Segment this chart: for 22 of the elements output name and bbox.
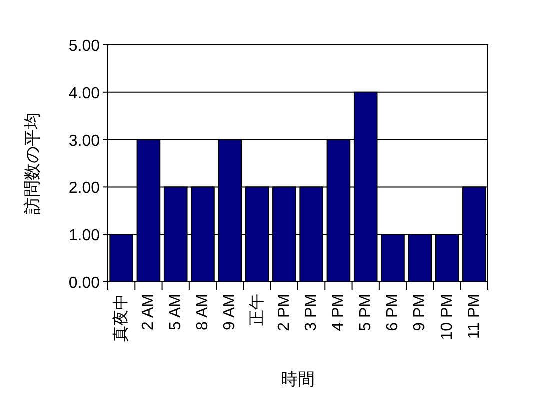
y-tick-label: 1.00 bbox=[68, 228, 100, 245]
y-tick-label: 5.00 bbox=[68, 38, 100, 55]
x-tick-label: 10 PM bbox=[438, 294, 456, 340]
x-tick-label: 11 PM bbox=[466, 294, 483, 340]
x-tick-label: 9 PM bbox=[412, 294, 429, 332]
x-tick-label: 真夜中 bbox=[112, 294, 130, 342]
x-tick-label: 6 PM bbox=[384, 294, 402, 332]
x-tick-label: 5 AM bbox=[167, 294, 184, 330]
x-tick-label: 5 PM bbox=[357, 294, 374, 332]
x-tick-label: 2 AM bbox=[140, 294, 158, 330]
x-tick-label: 8 AM bbox=[194, 294, 212, 330]
x-tick-label: 2 PM bbox=[276, 294, 293, 332]
y-tick-label: 0.00 bbox=[68, 275, 100, 292]
x-tick-label: 9 AM bbox=[222, 294, 239, 330]
y-tick-label: 2.00 bbox=[68, 180, 100, 198]
x-tick-label: 3 PM bbox=[303, 294, 320, 332]
x-tick-label: 4 PM bbox=[330, 294, 348, 332]
y-axis-title: 訪問数の平均 bbox=[23, 112, 42, 214]
y-tick-label: 3.00 bbox=[68, 132, 100, 150]
y-tick-label: 4.00 bbox=[68, 85, 100, 102]
x-axis-title: 時間 bbox=[281, 370, 315, 389]
x-tick-label: 正午 bbox=[248, 294, 266, 326]
